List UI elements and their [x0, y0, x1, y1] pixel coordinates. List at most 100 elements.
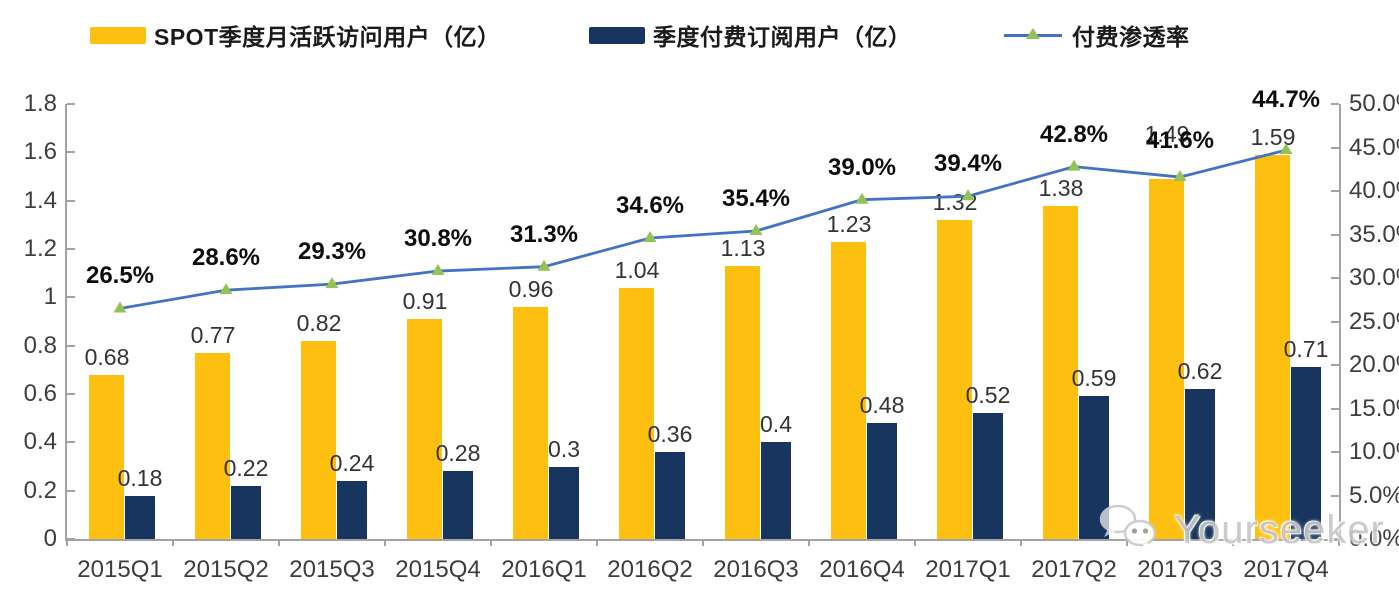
pct-label: 31.3% — [509, 220, 579, 248]
y-axis-right-tick-label: 40.0% — [1349, 177, 1399, 204]
x-axis-label: 2017Q1 — [925, 556, 1011, 583]
x-axis-label: 2017Q3 — [1137, 556, 1223, 583]
x-axis-tick — [278, 539, 280, 546]
y-axis-left-tick — [67, 489, 75, 492]
legend-item-mau: SPOT季度月活跃访问用户（亿） — [90, 18, 501, 52]
bar-label-mau: 1.04 — [614, 256, 660, 283]
penetration-line — [119, 148, 1287, 310]
y-axis-left-tick-label: 1 — [43, 283, 57, 311]
triangle-marker — [325, 277, 339, 289]
pct-label: 42.8% — [1039, 120, 1109, 148]
bar-label-mau: 1.59 — [1250, 123, 1296, 150]
bar-label-subs: 0.71 — [1283, 336, 1329, 363]
y-axis-right-tick-label: 25.0% — [1349, 307, 1399, 335]
triangle-marker — [431, 264, 445, 276]
y-axis-left-tick-label: 0 — [43, 525, 57, 552]
bar-mau-2016Q1 — [513, 307, 548, 539]
y-axis-right-tick — [1331, 538, 1339, 540]
bar-label-mau: 1.32 — [932, 189, 978, 215]
bar-mau-2017Q1 — [937, 220, 972, 539]
x-axis-label: 2017Q2 — [1031, 556, 1117, 583]
x-axis-label: 2015Q1 — [77, 556, 163, 583]
y-axis-left-tick-label: 1.6 — [23, 138, 57, 166]
x-axis-tick — [702, 539, 704, 546]
bar-subs-2017Q3 — [1185, 389, 1215, 539]
y-axis-right-tick — [1331, 277, 1339, 279]
bar-label-mau: 1.13 — [720, 234, 766, 261]
bar-label-subs: 0.48 — [859, 392, 905, 418]
triangle-marker — [219, 283, 233, 295]
x-axis-tick — [1338, 539, 1340, 546]
pct-label: 39.4% — [933, 150, 1003, 178]
y-axis-left-tick-label: 1.2 — [23, 235, 57, 262]
pct-label: 35.4% — [721, 185, 791, 213]
pct-label: 34.6% — [615, 191, 685, 219]
triangle-marker — [113, 301, 127, 313]
y-axis-right-tick — [1331, 451, 1339, 453]
bar-mau-2016Q2 — [619, 287, 654, 539]
y-axis-right-tick — [1331, 494, 1339, 497]
x-axis-tick — [172, 539, 174, 546]
bar-subs-2015Q4 — [443, 471, 473, 539]
watermark: Yourseeker — [1096, 502, 1385, 558]
y-axis-right-tick-label: 0.0% — [1349, 525, 1399, 552]
y-axis-left-tick — [67, 151, 75, 154]
y-axis-left-tick-label: 0.2 — [23, 476, 57, 504]
y-axis-right-tick — [1331, 103, 1339, 105]
y-axis-right-tick — [1331, 233, 1339, 236]
bar-subs-2016Q4 — [867, 423, 897, 539]
y-axis-right-tick — [1331, 146, 1339, 149]
legend-line-marker-icon — [1004, 25, 1062, 45]
bar-label-subs: 0.22 — [223, 454, 269, 481]
x-axis-label: 2016Q3 — [713, 556, 799, 583]
x-axis-tick — [384, 539, 386, 546]
x-axis-tick — [490, 539, 492, 546]
legend-label-mau: SPOT季度月活跃访问用户（亿） — [154, 24, 501, 50]
bar-label-subs: 0.59 — [1071, 365, 1117, 392]
x-axis-tick — [1020, 539, 1022, 546]
y-axis-left-tick-label: 0.4 — [23, 428, 57, 456]
wechat-bubble-icon — [1099, 504, 1157, 551]
bar-label-mau: 1.23 — [826, 210, 872, 237]
legend-swatch-mau — [90, 26, 146, 44]
bar-label-mau: 0.77 — [190, 321, 236, 348]
bar-mau-2015Q1 — [89, 374, 124, 539]
triangle-marker — [643, 230, 657, 242]
bar-subs-2016Q1 — [549, 466, 579, 539]
y-axis-left-tick — [67, 103, 75, 105]
bar-label-subs: 0.24 — [329, 450, 375, 476]
pct-label: 39.0% — [827, 153, 897, 181]
bar-mau-2015Q3 — [301, 340, 336, 539]
bar-mau-2015Q4 — [407, 319, 442, 539]
triangle-marker — [855, 192, 869, 204]
y-axis-left-tick — [67, 296, 75, 299]
bar-label-subs: 0.62 — [1177, 358, 1223, 385]
y-axis-left-tick — [67, 248, 75, 250]
y-axis-left-tick — [67, 199, 75, 202]
bar-subs-2016Q2 — [655, 452, 685, 539]
bar-label-mau: 0.96 — [508, 276, 554, 302]
y-axis-left-tick — [67, 441, 75, 444]
bar-label-mau: 1.49 — [1144, 120, 1190, 147]
y-axis-right-tick-label: 35.0% — [1349, 220, 1399, 248]
bar-subs-2017Q1 — [973, 413, 1003, 539]
legend-item-subs: 季度付费订阅用户（亿） — [589, 18, 912, 52]
bar-label-mau: 0.82 — [296, 309, 342, 336]
y-axis-left-tick-label: 0.8 — [23, 331, 57, 359]
bar-label-subs: 0.18 — [117, 464, 163, 491]
plot-area: 0 0.2 0.4 0.6 0.8 1 1.2 1.4 1.6 1.8 0.0% 5.0% 10.0% 1… — [24, 86, 1399, 583]
x-axis-label: 2016Q1 — [501, 556, 587, 583]
pct-label: 28.6% — [191, 244, 261, 272]
triangle-marker — [1067, 159, 1081, 171]
y-axis-right-tick-label: 10.0% — [1349, 438, 1399, 465]
bar-mau-2016Q3 — [725, 265, 760, 539]
y-axis-left-tick — [67, 538, 75, 540]
y-axis-right-tick — [1331, 320, 1339, 323]
triangle-marker — [537, 259, 551, 271]
bar-subs-2015Q1 — [125, 495, 155, 539]
bar-subs-2016Q3 — [761, 442, 791, 539]
pct-label: 41.6% — [1145, 127, 1215, 155]
y-axis-right-tick — [1331, 190, 1339, 192]
x-axis-label: 2016Q2 — [607, 556, 693, 583]
